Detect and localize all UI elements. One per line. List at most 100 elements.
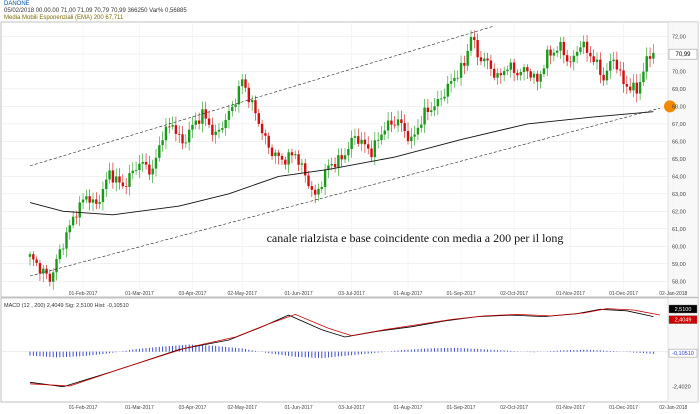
candle-body	[582, 41, 585, 48]
macd-x-tick-label: 02-Oct-2017	[500, 405, 528, 411]
macd-line	[29, 308, 654, 388]
candle-body	[234, 104, 237, 107]
price-tick-label: 68,00	[672, 104, 686, 110]
price-x-tick-label: 01-Feb-2017	[69, 291, 98, 297]
candle-body	[559, 41, 562, 51]
price-tick-label: 70,00	[672, 69, 686, 75]
candle-body	[376, 140, 380, 142]
price-x-tick-label: 03-Jul-2017	[338, 291, 365, 297]
price-x-tick-label: 01-Nov-2017	[556, 291, 585, 297]
candle-body	[652, 52, 655, 59]
candle-body	[91, 199, 95, 203]
candle-body	[148, 164, 151, 175]
candle-body	[241, 79, 244, 87]
macd-x-tick-label: 02-Jan-2018	[659, 405, 687, 411]
candle-body	[642, 71, 645, 83]
candle-body	[52, 272, 55, 282]
candle-body	[499, 73, 503, 76]
candle-body	[68, 225, 71, 233]
candle-body	[144, 161, 148, 165]
candle-body	[602, 74, 605, 81]
candle-body	[58, 249, 62, 260]
candle-body	[38, 262, 42, 274]
price-tick-label: 67,00	[672, 122, 686, 128]
candle-body	[85, 196, 88, 200]
channel-annotation: canale rialzista e base coincidente con …	[267, 231, 564, 245]
channel-upper-line	[29, 25, 495, 167]
candle-body	[506, 69, 509, 72]
candle-body	[108, 170, 111, 180]
candle-body	[622, 70, 625, 85]
candle-body	[357, 136, 360, 144]
candle-body	[536, 73, 539, 82]
candle-body	[463, 62, 466, 66]
candle-body	[493, 68, 496, 78]
price-tick-label: 69,00	[672, 87, 686, 93]
candle-body	[439, 98, 443, 100]
last-price-box	[668, 48, 698, 60]
price-tick-label: 62,00	[672, 209, 686, 215]
candle-body	[178, 133, 181, 135]
candle-body	[420, 124, 423, 128]
candle-body	[141, 161, 144, 164]
candle-body	[552, 52, 556, 56]
candle-body	[71, 216, 75, 226]
candle-body	[221, 128, 224, 130]
candle-body	[287, 152, 290, 165]
candle-body	[486, 58, 489, 61]
candle-body	[489, 60, 493, 69]
price-x-tick-label: 01-Dec-2017	[609, 291, 638, 297]
macd-tick-label: -2,4020	[672, 385, 691, 391]
candle-body	[340, 155, 343, 160]
candle-body	[111, 170, 115, 183]
candle-body	[181, 134, 184, 144]
candle-body	[529, 71, 532, 78]
candle-body	[609, 61, 612, 71]
candle-body	[396, 119, 400, 126]
candle-body	[360, 139, 363, 144]
candle-body	[575, 51, 579, 56]
candle-body	[579, 47, 582, 52]
macd-header: MACD (12 , 200) 2,4049 Sig: 2,5100 Hist:…	[4, 303, 129, 309]
candle-body	[400, 119, 403, 124]
candle-body	[45, 268, 48, 274]
candle-body	[81, 199, 85, 203]
candle-body	[367, 144, 370, 149]
macd-x-tick-label: 01-Jun-2017	[285, 405, 313, 411]
candle-body	[625, 84, 629, 87]
candle-body	[635, 82, 638, 94]
price-x-tick-label: 01-Jun-2017	[285, 291, 313, 297]
candle-body	[164, 126, 168, 141]
candle-body	[473, 37, 476, 41]
candle-body	[264, 133, 267, 136]
candle-body	[549, 49, 552, 56]
ema-indicator-line: Media Mobili Esponenziali (EMA) 200 67,7…	[4, 15, 124, 21]
candle-body	[430, 110, 433, 113]
last-price-label: 70,99	[675, 52, 691, 58]
candle-body	[469, 37, 473, 51]
candle-body	[231, 106, 234, 112]
channel-lower-line	[29, 107, 661, 277]
candle-body	[313, 189, 317, 195]
candle-body	[343, 155, 347, 160]
price-x-tick-label: 02-Jan-2018	[659, 291, 687, 297]
candle-body	[390, 120, 393, 125]
candle-body	[61, 248, 65, 250]
candle-body	[204, 109, 207, 119]
candle-body	[539, 74, 542, 82]
candle-body	[88, 196, 91, 203]
candle-body	[121, 182, 125, 187]
candle-body	[572, 55, 575, 62]
candle-body	[632, 82, 635, 91]
macd-x-tick-label: 01-Aug-2017	[394, 405, 423, 411]
candle-body	[589, 52, 592, 57]
macd-x-tick-label: 01-Sep-2017	[447, 405, 476, 411]
macd-x-tick-label: 03-Jul-2017	[338, 405, 365, 411]
candle-body	[433, 106, 436, 111]
candle-body	[214, 131, 217, 135]
price-tick-label: 65,00	[672, 157, 686, 163]
candle-body	[599, 59, 602, 75]
candle-body	[562, 41, 566, 56]
candle-body	[565, 55, 569, 62]
candle-body	[270, 147, 274, 157]
